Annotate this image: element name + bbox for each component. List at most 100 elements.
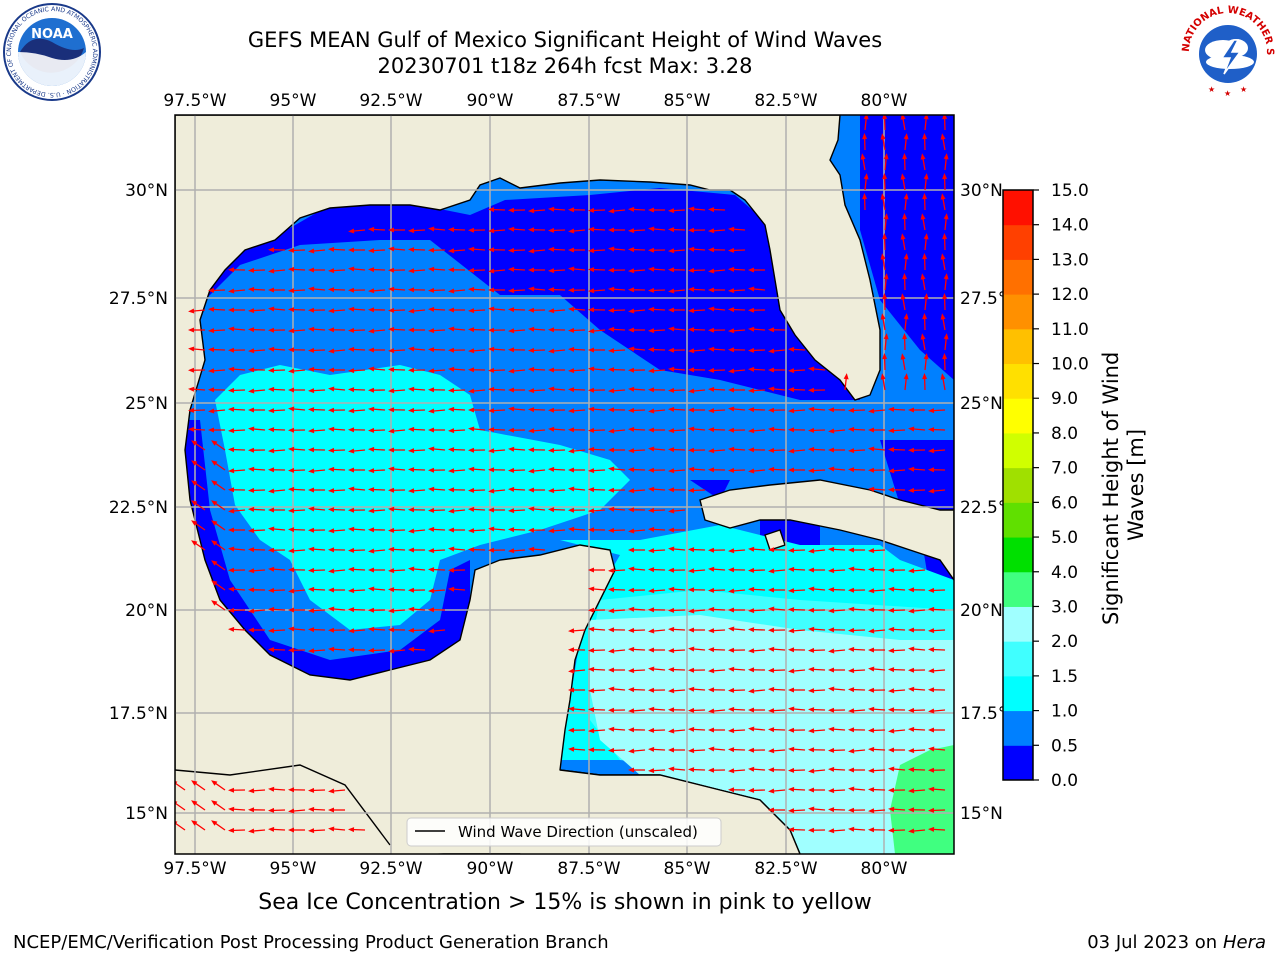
colorbar-segment <box>1003 675 1033 712</box>
wave-direction-arrow <box>508 368 526 374</box>
wave-direction-arrow <box>268 587 286 593</box>
wave-direction-arrow <box>883 273 889 291</box>
wave-direction-arrow <box>488 228 506 234</box>
wave-direction-arrow <box>788 607 806 613</box>
wave-direction-arrow <box>668 406 686 412</box>
wave-direction-arrow <box>608 367 626 373</box>
wave-direction-arrow <box>228 267 246 273</box>
wave-direction-arrow <box>628 386 646 392</box>
wave-direction-arrow <box>688 646 706 652</box>
wave-direction-arrow <box>568 628 586 634</box>
wave-direction-arrow <box>548 246 566 252</box>
wave-direction-arrow <box>588 707 606 713</box>
wave-direction-arrow <box>788 387 806 393</box>
wave-direction-arrow <box>188 386 206 392</box>
wave-direction-arrow <box>688 327 706 333</box>
wave-direction-arrow <box>388 286 406 292</box>
wave-direction-arrow <box>748 726 766 732</box>
wave-direction-arrow <box>428 486 446 492</box>
wave-direction-arrow <box>508 266 526 272</box>
wave-direction-arrow <box>528 428 546 434</box>
wave-direction-arrow <box>548 327 566 333</box>
wave-direction-arrow <box>588 728 606 734</box>
wave-direction-arrow <box>228 607 246 613</box>
wave-direction-arrow <box>668 508 686 514</box>
wave-direction-arrow <box>748 648 766 654</box>
wave-direction-arrow <box>508 328 526 334</box>
wave-direction-arrow <box>268 647 286 653</box>
wave-direction-arrow <box>428 607 446 613</box>
wave-direction-arrow <box>328 547 346 553</box>
wave-direction-arrow <box>908 608 926 614</box>
wave-direction-arrow <box>268 786 286 792</box>
wave-direction-arrow <box>920 213 926 231</box>
wave-direction-arrow <box>928 767 946 773</box>
wave-direction-arrow <box>568 668 586 674</box>
wave-direction-arrow <box>628 547 645 553</box>
wave-direction-arrow <box>888 728 906 734</box>
wave-direction-arrow <box>588 527 606 533</box>
wave-direction-arrow <box>922 373 928 391</box>
wave-direction-arrow <box>900 233 906 251</box>
wave-direction-arrow <box>848 547 865 553</box>
wave-direction-arrow <box>388 326 406 332</box>
wave-direction-arrow <box>608 527 626 533</box>
wave-direction-arrow <box>628 268 646 274</box>
wave-direction-arrow <box>388 608 406 614</box>
wave-direction-arrow <box>922 253 928 271</box>
wave-direction-arrow <box>628 727 646 733</box>
wave-direction-arrow <box>548 227 566 233</box>
wave-direction-arrow <box>368 487 386 493</box>
wave-direction-arrow <box>728 347 746 353</box>
wave-direction-arrow <box>428 387 446 393</box>
wave-direction-arrow <box>408 488 426 494</box>
wave-direction-arrow <box>888 688 906 694</box>
wave-direction-arrow <box>668 267 686 273</box>
wave-direction-arrow <box>648 727 666 733</box>
wave-direction-arrow <box>648 387 666 393</box>
wave-direction-arrow <box>728 647 746 653</box>
colorbar-tick-label: 1.0 <box>1051 702 1078 722</box>
wave-direction-arrow <box>308 307 326 313</box>
wave-direction-arrow <box>868 607 886 613</box>
wave-direction-arrow <box>708 708 726 714</box>
wave-direction-arrow <box>568 727 586 733</box>
wave-direction-arrow <box>903 313 909 331</box>
wave-direction-arrow <box>328 426 346 432</box>
wave-direction-arrow <box>408 367 426 373</box>
wave-direction-arrow <box>668 366 686 372</box>
wave-direction-arrow <box>328 507 346 513</box>
wave-direction-arrow <box>888 747 905 753</box>
wave-direction-arrow <box>848 727 866 733</box>
wave-direction-arrow <box>928 647 946 653</box>
wave-direction-arrow <box>308 567 326 573</box>
wave-direction-arrow <box>768 727 786 733</box>
wave-direction-arrow <box>923 115 929 131</box>
wave-direction-arrow <box>588 406 606 412</box>
wave-direction-arrow <box>648 526 666 532</box>
wave-direction-arrow <box>228 487 246 493</box>
wave-direction-arrow <box>568 526 586 532</box>
wave-direction-arrow <box>808 387 826 393</box>
wave-direction-arrow <box>648 427 665 433</box>
wave-direction-arrow <box>211 480 226 491</box>
wave-direction-arrow <box>208 427 225 433</box>
wave-direction-arrow <box>328 367 345 373</box>
wave-direction-arrow <box>908 726 926 732</box>
wave-direction-arrow <box>908 466 926 472</box>
wave-direction-arrow <box>888 406 906 412</box>
wave-direction-arrow <box>308 586 326 592</box>
wave-direction-arrow <box>488 488 506 494</box>
wave-direction-arrow <box>668 707 686 713</box>
wave-direction-arrow <box>568 207 586 213</box>
wave-direction-arrow <box>928 727 945 733</box>
wave-direction-arrow <box>923 293 929 311</box>
wave-direction-arrow <box>528 546 546 552</box>
wave-direction-arrow <box>628 687 646 693</box>
wave-direction-arrow <box>568 247 585 253</box>
wave-direction-arrow <box>868 746 886 752</box>
wave-direction-arrow <box>882 173 888 191</box>
wave-direction-arrow <box>648 486 666 492</box>
wave-direction-arrow <box>508 508 526 514</box>
wave-direction-arrow <box>788 727 806 733</box>
